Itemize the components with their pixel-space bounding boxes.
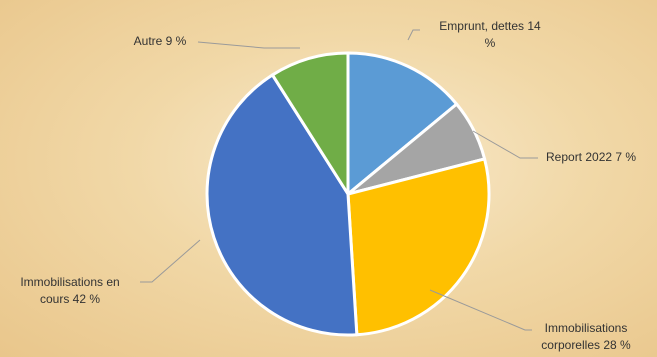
leader-line-autre	[197, 41, 300, 49]
data-label-line: Immobilisations en	[20, 275, 119, 289]
data-label-line: Report 2022 7 %	[546, 150, 636, 164]
leader-lines	[140, 29, 538, 331]
pie-slice-immobilisations-corporelles	[346, 157, 491, 337]
leader-line-immobilisations-corporelles	[429, 289, 532, 331]
data-label-autre: Autre 9 %	[134, 34, 187, 48]
data-label-line: cours 42 %	[40, 292, 100, 306]
pie-slice-autre	[270, 51, 350, 196]
leader-line-immobilisations-en-cours	[140, 239, 201, 283]
data-label-line: corporelles 28 %	[541, 338, 631, 352]
pie-slices	[205, 51, 491, 337]
data-label-immobilisations-en-cours: Immobilisations en cours 42 %	[20, 275, 119, 306]
pie-slice-emprunt-dettes	[346, 51, 459, 196]
data-label-immobilisations-corporelles: Immobilisations corporelles 28 %	[541, 321, 631, 352]
data-label-line: Immobilisations	[545, 321, 628, 335]
data-label-emprunt-dettes: Emprunt, dettes 14%	[439, 19, 541, 50]
data-label-line: Emprunt, dettes 14	[439, 19, 541, 33]
leader-line-emprunt-dettes	[407, 29, 420, 41]
pie-slice-immobilisations-en-cours	[205, 73, 359, 337]
data-label-report-2022: Report 2022 7 %	[546, 150, 636, 164]
data-label-line: Autre 9 %	[134, 34, 187, 48]
data-label-line: %	[485, 36, 496, 50]
data-labels: Emprunt, dettes 14 % Report 2022 7 % Immobi…	[20, 19, 636, 352]
leader-line-report-2022	[472, 130, 538, 159]
